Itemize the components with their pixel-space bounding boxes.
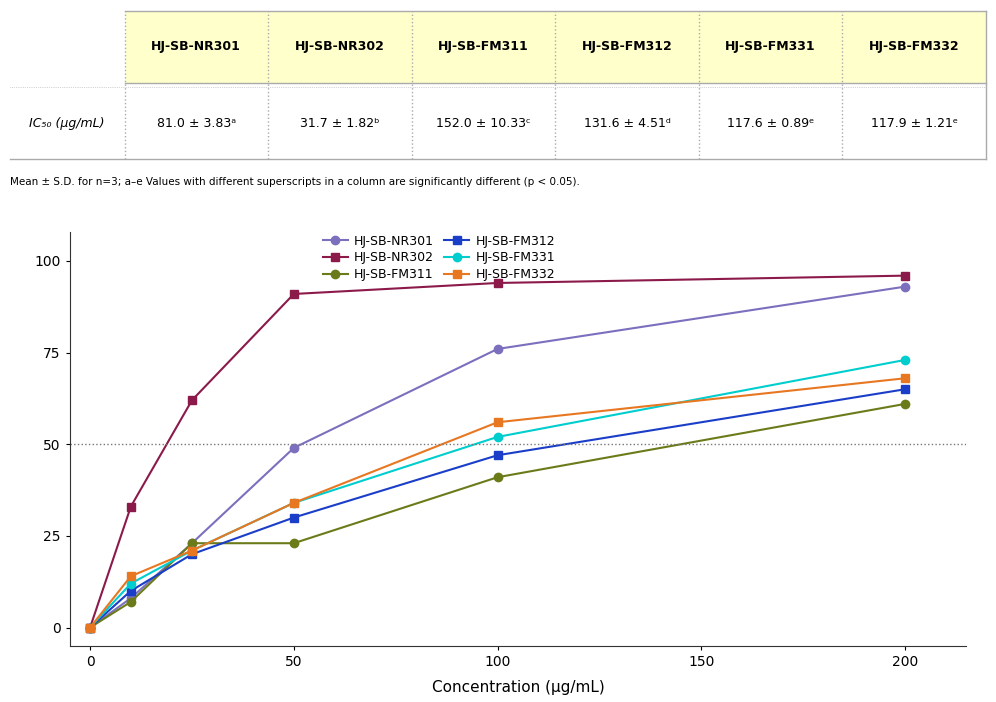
HJ-SB-FM332 — [288, 498, 300, 507]
HJ-SB-NR302 — [186, 396, 198, 404]
Text: IC₅₀ (μg/mL): IC₅₀ (μg/mL) — [30, 117, 105, 129]
HJ-SB-FM331 — [186, 546, 198, 555]
Text: 81.0 ± 3.83ᵃ: 81.0 ± 3.83ᵃ — [156, 117, 236, 129]
Text: 131.6 ± 4.51ᵈ: 131.6 ± 4.51ᵈ — [584, 117, 670, 129]
Legend: HJ-SB-NR301, HJ-SB-NR302, HJ-SB-FM311, HJ-SB-FM312, HJ-SB-FM331, HJ-SB-FM332: HJ-SB-NR301, HJ-SB-NR302, HJ-SB-FM311, H… — [318, 230, 560, 286]
HJ-SB-FM312 — [492, 451, 504, 459]
Text: HJ-SB-FM312: HJ-SB-FM312 — [582, 40, 672, 53]
HJ-SB-NR301 — [124, 594, 136, 602]
HJ-SB-FM311 — [84, 623, 96, 632]
Line: HJ-SB-FM311: HJ-SB-FM311 — [86, 399, 909, 632]
HJ-SB-FM311 — [899, 399, 911, 408]
HJ-SB-FM332 — [492, 418, 504, 427]
Text: 117.9 ± 1.21ᵉ: 117.9 ± 1.21ᵉ — [871, 117, 958, 129]
HJ-SB-NR302 — [124, 503, 136, 511]
HJ-SB-NR301 — [899, 282, 911, 291]
Text: 152.0 ± 10.33ᶜ: 152.0 ± 10.33ᶜ — [436, 117, 531, 129]
Text: HJ-SB-FM311: HJ-SB-FM311 — [438, 40, 529, 53]
Text: HJ-SB-NR301: HJ-SB-NR301 — [151, 40, 241, 53]
Line: HJ-SB-FM331: HJ-SB-FM331 — [86, 356, 909, 632]
HJ-SB-FM331 — [84, 623, 96, 632]
HJ-SB-FM332 — [899, 374, 911, 383]
HJ-SB-FM312 — [186, 550, 198, 558]
HJ-SB-NR301 — [84, 623, 96, 632]
Text: HJ-SB-FM331: HJ-SB-FM331 — [725, 40, 816, 53]
HJ-SB-NR302 — [492, 279, 504, 287]
Line: HJ-SB-NR302: HJ-SB-NR302 — [86, 272, 909, 632]
HJ-SB-NR301 — [186, 539, 198, 548]
HJ-SB-NR302 — [899, 272, 911, 280]
HJ-SB-FM311 — [186, 539, 198, 548]
HJ-SB-FM332 — [124, 572, 136, 581]
HJ-SB-FM331 — [899, 356, 911, 364]
HJ-SB-FM312 — [899, 385, 911, 394]
HJ-SB-FM312 — [288, 513, 300, 522]
Text: 117.6 ± 0.89ᵉ: 117.6 ± 0.89ᵉ — [727, 117, 815, 129]
HJ-SB-NR302 — [84, 623, 96, 632]
Line: HJ-SB-FM312: HJ-SB-FM312 — [86, 385, 909, 632]
Line: HJ-SB-FM332: HJ-SB-FM332 — [86, 374, 909, 632]
HJ-SB-FM331 — [288, 498, 300, 507]
Line: HJ-SB-NR301: HJ-SB-NR301 — [86, 282, 909, 632]
Text: HJ-SB-NR302: HJ-SB-NR302 — [295, 40, 384, 53]
Text: HJ-SB-FM332: HJ-SB-FM332 — [869, 40, 959, 53]
HJ-SB-FM332 — [186, 546, 198, 555]
HJ-SB-FM331 — [492, 432, 504, 441]
HJ-SB-NR302 — [288, 290, 300, 298]
HJ-SB-FM332 — [84, 623, 96, 632]
HJ-SB-FM311 — [288, 539, 300, 548]
HJ-SB-FM311 — [492, 473, 504, 482]
HJ-SB-NR301 — [288, 444, 300, 452]
Text: 31.7 ± 1.82ᵇ: 31.7 ± 1.82ᵇ — [300, 117, 379, 129]
Bar — [124, 11, 986, 83]
X-axis label: Concentration (μg/mL): Concentration (μg/mL) — [431, 680, 605, 695]
HJ-SB-FM312 — [84, 623, 96, 632]
HJ-SB-FM312 — [124, 587, 136, 595]
HJ-SB-FM311 — [124, 597, 136, 606]
HJ-SB-FM331 — [124, 579, 136, 588]
Text: Mean ± S.D. for n=3; a–e Values with different superscripts in a column are sign: Mean ± S.D. for n=3; a–e Values with dif… — [10, 177, 580, 187]
HJ-SB-NR301 — [492, 345, 504, 353]
